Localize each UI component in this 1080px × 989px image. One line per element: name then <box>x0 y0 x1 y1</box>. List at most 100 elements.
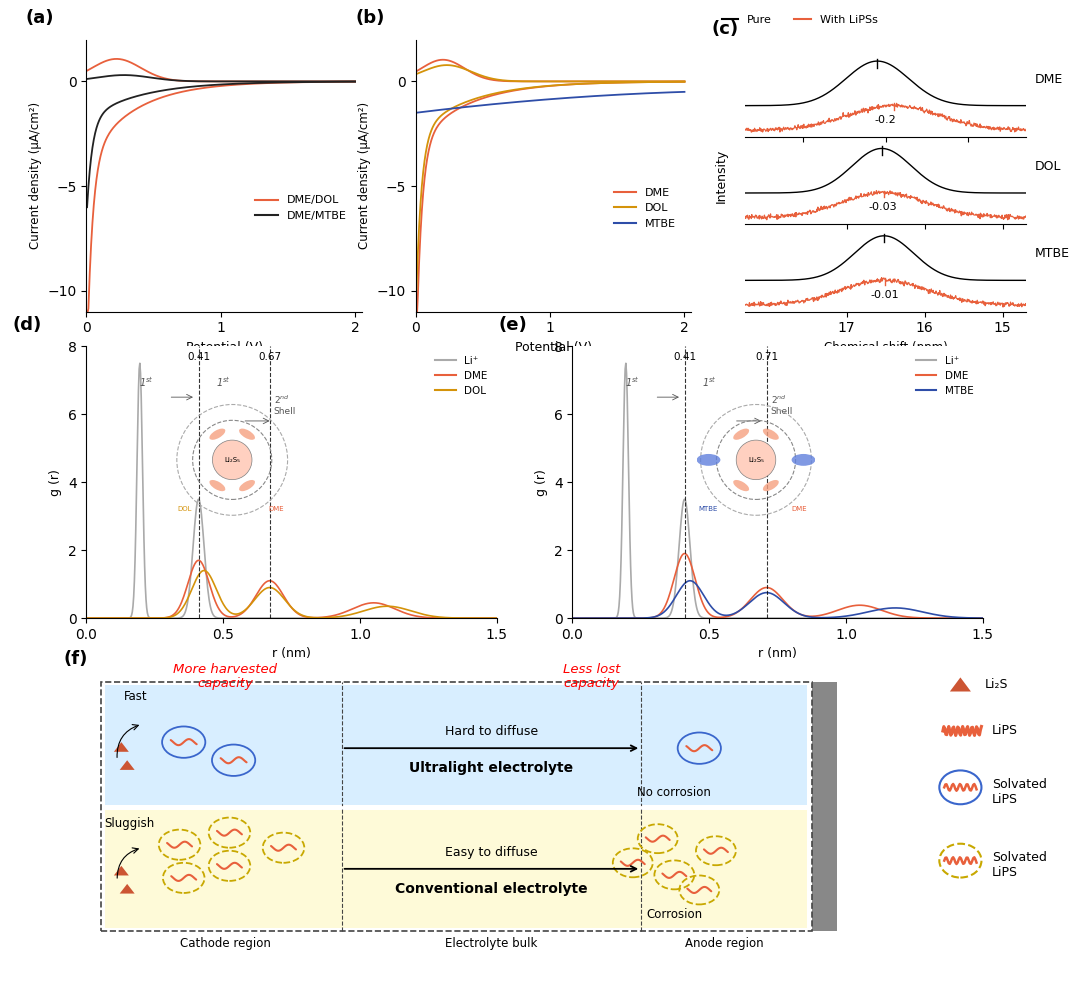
Li⁺ <box>80 612 93 624</box>
Ellipse shape <box>762 428 779 440</box>
DOL <box>267 583 280 594</box>
Text: -0.03: -0.03 <box>868 202 897 213</box>
DME <box>876 604 889 616</box>
Y-axis label: g (r): g (r) <box>536 469 549 495</box>
Text: Li₂S₅: Li₂S₅ <box>748 457 764 463</box>
Polygon shape <box>120 761 135 769</box>
Text: 0.67: 0.67 <box>258 352 281 362</box>
Text: DOL: DOL <box>177 506 192 512</box>
DME <box>678 548 691 560</box>
Line: DOL: DOL <box>86 571 497 618</box>
Legend: DME/DOL, DME/MTBE: DME/DOL, DME/MTBE <box>251 191 351 225</box>
Ellipse shape <box>210 428 226 440</box>
DME <box>753 585 766 597</box>
Text: (a): (a) <box>26 9 54 28</box>
MTBE <box>638 612 651 624</box>
MTBE <box>876 603 889 615</box>
DOL <box>390 601 403 613</box>
Text: 1$^{st}$: 1$^{st}$ <box>625 375 640 389</box>
Text: -0.2: -0.2 <box>875 115 896 125</box>
X-axis label: r (nm): r (nm) <box>272 648 311 661</box>
DOL <box>323 611 336 623</box>
X-axis label: Chemical shift (ppm): Chemical shift (ppm) <box>824 341 947 354</box>
Text: -0.01: -0.01 <box>870 290 899 300</box>
X-axis label: r (nm): r (nm) <box>758 648 797 661</box>
Li⁺ <box>354 612 367 624</box>
Li⁺ <box>186 547 199 559</box>
X-axis label: Potential (V): Potential (V) <box>186 341 262 354</box>
Y-axis label: g (r): g (r) <box>50 469 63 495</box>
Text: LiPS: LiPS <box>993 725 1018 738</box>
Legend: Li⁺, DME, MTBE: Li⁺, DME, MTBE <box>912 351 977 401</box>
Text: Easy to diffuse: Easy to diffuse <box>445 846 538 858</box>
Li⁺ <box>840 612 853 624</box>
DME <box>490 612 503 624</box>
MTBE <box>976 612 989 624</box>
Polygon shape <box>950 677 971 691</box>
Li⁺ <box>619 357 632 369</box>
Ellipse shape <box>239 480 255 492</box>
Circle shape <box>213 440 252 480</box>
Text: 0.41: 0.41 <box>187 352 211 362</box>
Text: Electrolyte bulk: Electrolyte bulk <box>445 938 538 950</box>
DME <box>390 603 403 615</box>
Polygon shape <box>113 865 129 875</box>
DME <box>672 559 685 571</box>
DME <box>566 612 579 624</box>
Li⁺ <box>672 547 685 559</box>
DME <box>323 610 336 622</box>
Text: DME: DME <box>792 506 808 512</box>
Text: Intensity: Intensity <box>715 148 728 203</box>
Ellipse shape <box>239 428 255 440</box>
Line: Li⁺: Li⁺ <box>572 363 983 618</box>
DME <box>354 599 367 611</box>
Text: No corrosion: No corrosion <box>637 786 712 799</box>
Text: Ultralight electrolyte: Ultralight electrolyte <box>409 762 573 775</box>
DOL <box>80 612 93 624</box>
DOL <box>490 612 503 624</box>
MTBE <box>809 611 822 623</box>
Text: Less lost: Less lost <box>563 663 620 675</box>
Legend: Pure, With LiPSs: Pure, With LiPSs <box>717 11 882 30</box>
Bar <box>100 681 811 931</box>
Legend: Li⁺, DME, DOL: Li⁺, DME, DOL <box>431 351 491 401</box>
DOL <box>198 565 211 577</box>
Text: 2$^{nd}$
Shell: 2$^{nd}$ Shell <box>274 394 296 416</box>
Text: 1$^{st}$: 1$^{st}$ <box>216 375 230 389</box>
Circle shape <box>737 440 775 480</box>
Polygon shape <box>113 742 129 752</box>
Ellipse shape <box>733 428 750 440</box>
DME <box>976 612 989 624</box>
Li⁺ <box>566 612 579 624</box>
Text: capacity: capacity <box>198 676 253 689</box>
Text: Conventional electrolyte: Conventional electrolyte <box>395 882 588 896</box>
Text: 0.71: 0.71 <box>755 352 779 362</box>
FancyBboxPatch shape <box>105 810 808 928</box>
Line: DME: DME <box>86 561 497 618</box>
Text: More harvested: More harvested <box>173 663 278 675</box>
FancyBboxPatch shape <box>105 684 808 805</box>
MTBE <box>672 586 685 598</box>
Text: 1$^{st}$: 1$^{st}$ <box>139 375 154 389</box>
DME <box>152 612 165 624</box>
Li⁺ <box>639 612 652 624</box>
Li⁺ <box>890 612 903 624</box>
DOL <box>354 605 367 617</box>
Text: (e): (e) <box>499 315 527 334</box>
Text: 1$^{st}$: 1$^{st}$ <box>702 375 716 389</box>
Li⁺ <box>876 612 889 624</box>
X-axis label: Potential (V): Potential (V) <box>515 341 592 354</box>
Li⁺ <box>490 612 503 624</box>
Li⁺ <box>267 612 280 624</box>
Y-axis label: Current density (μA/cm²): Current density (μA/cm²) <box>359 102 372 249</box>
Text: Corrosion: Corrosion <box>646 908 702 922</box>
Text: Li₂S: Li₂S <box>985 678 1009 691</box>
MTBE <box>840 610 853 622</box>
DOL <box>186 584 199 595</box>
Y-axis label: Current density (μA/cm²): Current density (μA/cm²) <box>29 102 42 249</box>
Polygon shape <box>120 884 135 894</box>
Text: Hard to diffuse: Hard to diffuse <box>445 725 538 738</box>
Ellipse shape <box>733 480 750 492</box>
Text: 0.41: 0.41 <box>673 352 697 362</box>
DOL <box>152 612 165 624</box>
